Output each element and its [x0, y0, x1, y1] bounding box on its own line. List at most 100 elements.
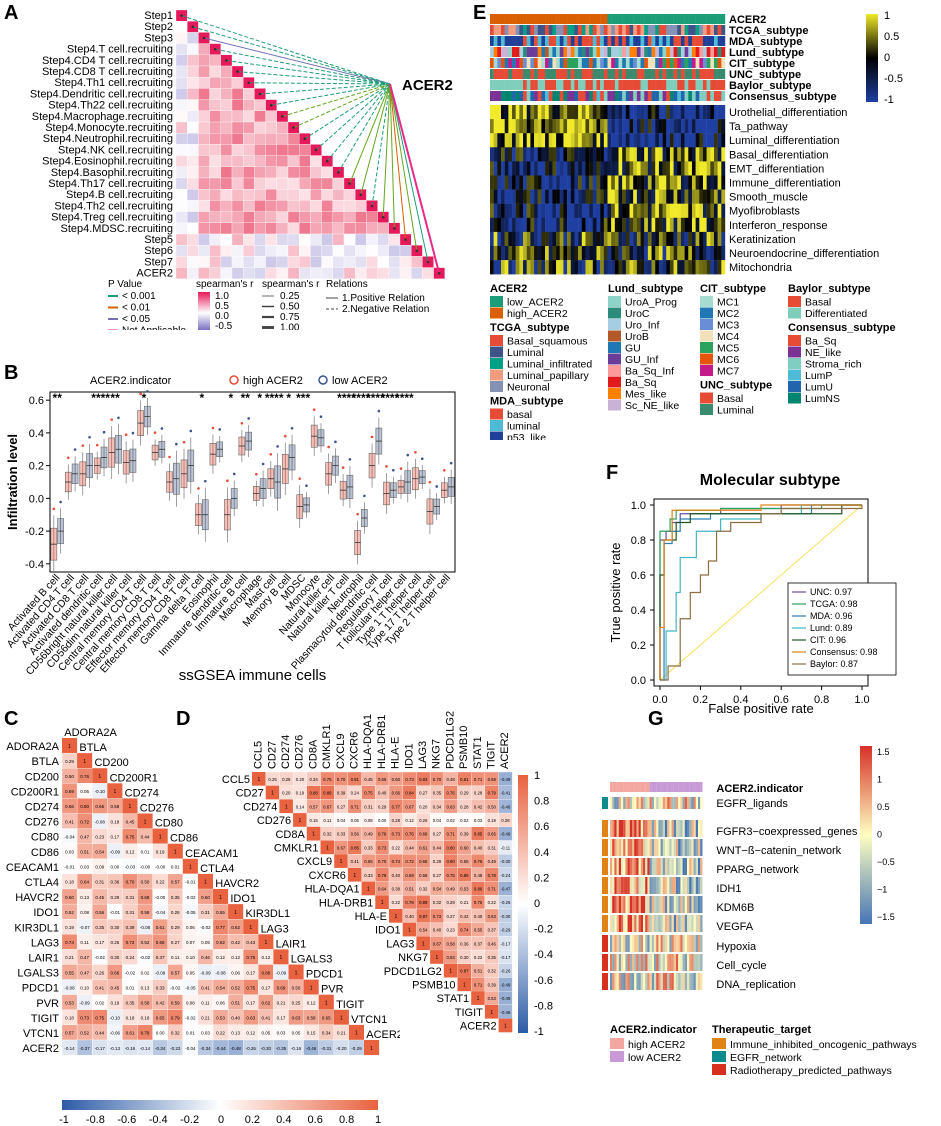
- significance-mark: *: [142, 391, 147, 405]
- box-outlier: [319, 415, 323, 419]
- annotation-cell: [713, 47, 718, 57]
- annotation-cell: [658, 58, 663, 68]
- corr-value: -0.08: [140, 925, 151, 930]
- annotation-cell: [640, 36, 645, 46]
- heatmap-cell: [656, 858, 659, 875]
- corr-value: 0.69: [65, 789, 74, 794]
- heatmap-cell: [673, 161, 678, 176]
- heatmap-cell: [596, 105, 601, 120]
- heatmap-cell: [581, 260, 586, 275]
- relation-node: [236, 70, 239, 73]
- corr-value: 0.65: [322, 1016, 331, 1021]
- heatmap-cell: [574, 119, 579, 134]
- gene-col-label: CCL5: [253, 741, 265, 769]
- heatmap-row-label: DNA_replication: [716, 979, 795, 991]
- annotation-cell: [585, 69, 590, 79]
- corr-value: -0.01: [64, 865, 75, 870]
- corr-value: 0.44: [141, 834, 150, 839]
- heatmap-cell: [621, 877, 624, 894]
- corr-cell: [299, 177, 311, 190]
- colorbar: [860, 746, 872, 924]
- annotation-cell: [618, 14, 623, 24]
- gene-diag-label: CD274: [125, 787, 159, 799]
- heatmap-cell: [552, 119, 557, 134]
- indicator-cell: [678, 782, 681, 792]
- box-outlier: [312, 408, 316, 411]
- heatmap-cell: [654, 915, 657, 932]
- annotation-cell: [644, 14, 649, 24]
- heatmap-cell: [627, 973, 630, 990]
- heatmap-cell: [618, 915, 622, 932]
- legend-label: basal: [507, 409, 532, 421]
- heatmap-cell: [638, 954, 641, 971]
- heatmap-cell: [611, 217, 616, 233]
- heatmap-cell: [541, 175, 546, 190]
- corr-value: -0.06: [110, 1031, 121, 1036]
- legend-swatch: [700, 330, 713, 342]
- indicator-cell: [691, 782, 694, 792]
- annotation-cell: [629, 69, 634, 79]
- corr-cell: [187, 77, 199, 89]
- corr-cell: [299, 166, 311, 179]
- annotation-cell: [655, 58, 660, 68]
- heatmap-cell: [552, 189, 557, 204]
- heatmap-cell: [633, 217, 638, 233]
- diag-cell: [152, 828, 168, 844]
- annotation-cell: [702, 47, 707, 57]
- heatmap-cell: [651, 189, 656, 204]
- heatmap-cell: [627, 877, 630, 894]
- corr-value: 0.13: [231, 1031, 240, 1036]
- annotation-cell: [662, 25, 667, 35]
- legend-label: low_ACER2: [507, 297, 564, 309]
- legend-swatch: [608, 296, 621, 307]
- annotation-cell: [512, 25, 516, 35]
- corr-cell: [310, 267, 322, 279]
- heatmap-cell: [666, 217, 671, 233]
- heatmap-cell: [640, 105, 645, 120]
- heatmap-cell: [691, 896, 694, 913]
- heatmap-cell: [625, 973, 628, 990]
- heatmap-cell: [600, 147, 605, 162]
- annotation-cell: [622, 47, 627, 57]
- corr-cell: [332, 177, 345, 190]
- annotation-cell: [710, 91, 715, 101]
- corr-value: 0.31: [201, 910, 210, 915]
- heatmap-cell: [581, 161, 586, 176]
- heatmap-cell: [643, 858, 646, 875]
- heatmap-cell: [614, 260, 619, 275]
- heatmap-cell: [706, 105, 711, 120]
- corr-cell: [411, 267, 423, 279]
- heatmap-cell: [680, 175, 685, 190]
- heatmap-cell: [695, 105, 700, 120]
- indicator-cell: [627, 782, 630, 792]
- relation-line: [181, 15, 391, 85]
- corr-value: 0.53: [216, 1016, 225, 1021]
- corr-value: 0.63: [488, 914, 497, 919]
- heatmap-cell: [556, 246, 560, 261]
- corr-cell: [243, 200, 255, 212]
- corr-cell: [254, 256, 266, 268]
- relation-node: [225, 59, 228, 62]
- annotation-cell: [537, 36, 542, 46]
- heatmap-cell: [618, 246, 623, 261]
- corr-value: 0.10: [186, 955, 195, 960]
- diag-value: 1: [189, 865, 192, 871]
- corr-value: 0.27: [419, 791, 428, 796]
- legend-title: Baylor_subtype: [788, 283, 871, 295]
- heatmap-cell: [676, 915, 679, 932]
- pvalue-label: < 0.01: [122, 303, 151, 314]
- heatmap-cell: [638, 820, 641, 837]
- heatmap-cell: [645, 915, 648, 932]
- heatmap-cell: [526, 203, 531, 218]
- corr-value: 0.79: [141, 1031, 150, 1036]
- heatmap-cell: [682, 935, 685, 952]
- heatmap-cell: [691, 915, 694, 932]
- heatmap-cell: [534, 203, 538, 218]
- annotation-cell: [699, 91, 704, 101]
- gene-diag-label: NKG7: [398, 952, 428, 964]
- annotation-cell: [545, 14, 549, 24]
- heatmap-cell: [578, 147, 582, 162]
- heatmap-cell: [632, 935, 635, 952]
- corr-value: 0.48: [474, 873, 483, 878]
- heatmap-cell: [676, 877, 679, 894]
